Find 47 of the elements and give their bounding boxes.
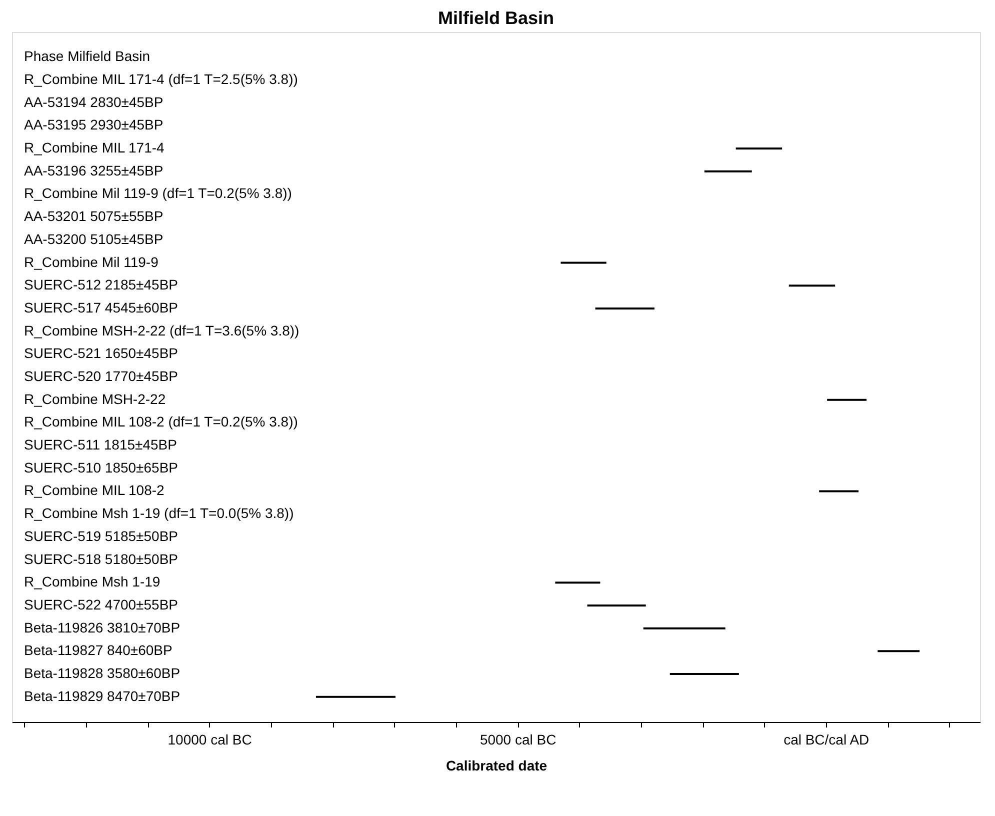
bar: [704, 170, 752, 172]
y-tick-label: R_Combine Mil 119-9: [24, 254, 159, 270]
bar: [560, 262, 606, 264]
bar: [819, 490, 859, 492]
y-tick-label: SUERC-521 1650±45BP: [24, 345, 178, 362]
y-tick-label: AA-53195 2930±45BP: [24, 116, 164, 133]
bar: [788, 284, 836, 287]
y-tick-label: SUERC-512 2185±45BP: [24, 276, 178, 293]
bar: [878, 650, 920, 652]
bar: [643, 627, 726, 630]
y-tick-label: SUERC-517 4545±60BP: [24, 299, 178, 316]
y-tick-label: R_Combine MIL 171-4: [24, 140, 165, 156]
x-axis-title: Calibrated date: [446, 758, 548, 774]
bar: [555, 582, 600, 584]
y-tick-label: SUERC-511 1815±45BP: [24, 436, 177, 453]
y-tick-label: Beta-119828 3580±60BP: [24, 665, 180, 682]
chart-title: Milfield Basin: [438, 8, 554, 28]
bar: [316, 696, 396, 698]
y-tick-label: SUERC-510 1850±65BP: [24, 459, 178, 476]
y-tick-label: R_Combine MSH-2-22 (df=1 T=3.6(5% 3.8)): [24, 322, 300, 338]
bar: [595, 307, 654, 310]
y-tick-label: SUERC-522 4700±55BP: [24, 596, 178, 612]
y-tick-label: Beta-119829 8470±70BP: [24, 688, 180, 704]
y-tick-label: R_Combine MSH-2-22: [24, 390, 166, 407]
y-tick-label: SUERC-519 5185±50BP: [24, 528, 178, 544]
bar: [670, 673, 739, 676]
x-tick-label: 10000 cal BC: [168, 732, 252, 748]
y-tick-label: R_Combine Msh 1-19 (df=1 T=0.0(5% 3.8)): [24, 505, 294, 522]
bar: [827, 398, 867, 401]
x-tick-label: cal BC/cal AD: [784, 732, 870, 748]
y-tick-label: R_Combine MIL 108-2: [24, 482, 165, 498]
y-tick-label: R_Combine MIL 108-2 (df=1 T=0.2(5% 3.8)): [24, 414, 298, 430]
y-tick-label: AA-53196 3255±45BP: [24, 162, 164, 178]
y-tick-label: Beta-119826 3810±70BP: [24, 619, 180, 636]
bar: [736, 148, 782, 150]
y-tick-label: SUERC-518 5180±50BP: [24, 550, 178, 567]
y-tick-label: R_Combine Msh 1-19: [24, 574, 160, 590]
y-tick-label: SUERC-520 1770±45BP: [24, 368, 178, 384]
y-tick-label: R_Combine MIL 171-4 (df=1 T=2.5(5% 3.8)): [24, 70, 298, 87]
x-tick-label: 5000 cal BC: [480, 732, 556, 748]
y-tick-label: AA-53194 2830±45BP: [24, 94, 164, 110]
y-tick-label: Beta-119827 840±60BP: [24, 642, 172, 658]
y-tick-label: AA-53200 5105±45BP: [24, 230, 164, 247]
y-tick-label: R_Combine Mil 119-9 (df=1 T=0.2(5% 3.8)): [24, 185, 292, 202]
bar: [587, 604, 646, 606]
y-tick-label: AA-53201 5075±55BP: [24, 208, 164, 224]
y-tick-label: Phase Milfield Basin: [24, 48, 150, 64]
